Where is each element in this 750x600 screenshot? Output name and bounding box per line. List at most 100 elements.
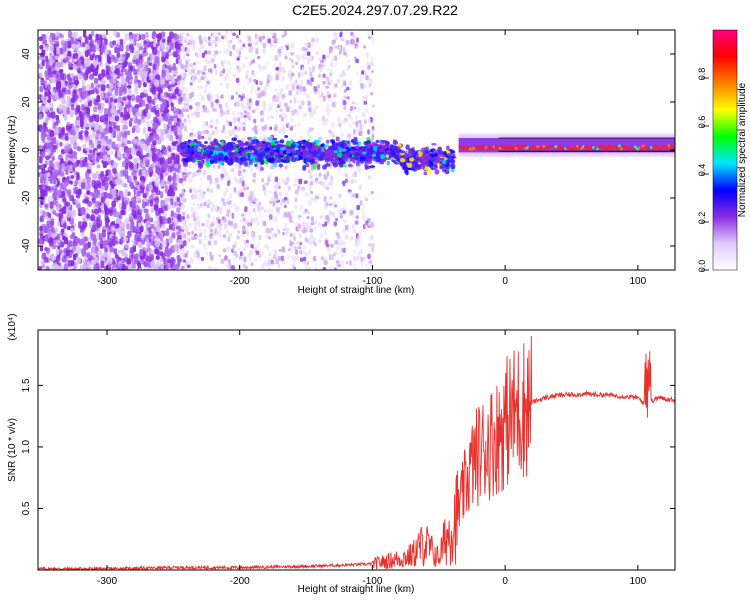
spectrogram-cell [39,44,44,50]
spectrogram-cell [306,210,311,215]
spectrogram-cell [351,101,356,105]
spectrogram-cell [267,268,271,270]
spectrogram-cell [207,96,211,101]
spectrogram-cell [140,141,145,149]
spectrogram-cell [290,51,294,56]
spectrogram-cell [326,171,330,177]
spectrogram-cell [177,75,182,81]
spectrogram-cell [332,56,336,61]
spectrogram-cell [368,83,372,88]
spectrogram-cell [334,45,338,49]
spectrogram-cell [277,53,281,59]
spectrogram-cell [231,248,234,253]
spectrogram-cell [50,107,54,112]
spectrogram-cell [232,32,236,37]
spectrogram-cell [243,108,247,114]
spectrogram-cell [52,145,57,153]
spectrogram-cell [307,169,311,174]
spectrogram-cell [100,185,105,192]
spectrogram-cell [238,256,243,260]
spectrogram-cell [285,85,289,91]
spectrogram-cell [268,214,273,220]
spectrogram-cell [200,43,203,50]
spectrogram-cell [80,182,86,190]
spectrogram-cell [277,229,281,234]
spectrogram-cell [45,265,50,270]
spectrogram-cell [125,265,129,270]
spectrogram-cell [144,64,149,72]
spectrogram-cell [70,104,75,111]
spectrogram-cell [248,257,252,262]
spectrogram-cell [236,34,239,39]
spectrogram-cell [180,168,183,174]
spectrogram-cell [50,264,55,270]
spectrogram-cell [216,205,220,211]
spectrogram-cell [93,264,97,270]
spectrogram-cell [227,40,231,44]
spectrogram-cell [290,210,294,216]
spectrogram-cell [120,209,126,216]
spectrogram-cell [96,241,100,247]
spectrogram-cell [86,176,91,185]
spectrogram-cell [434,169,440,175]
spectrogram-cell [121,66,125,73]
spectrogram-cell [237,169,242,176]
spectrogram-cell [142,127,146,135]
spectrogram-cell [122,96,127,101]
spectrogram-cell [52,137,57,144]
spectrogram-cell [165,93,170,98]
spectrogram-cell [118,190,124,199]
spectrogram-cell [129,269,132,270]
spectrogram-cell [361,208,365,214]
spectrogram-cell [280,255,285,261]
spectrogram-cell [281,94,285,100]
spectrogram-cell [94,71,98,77]
spectrogram-cell [84,36,89,44]
spectrogram-cell [204,84,208,89]
spectrogram-cell [257,92,261,99]
spectrogram-cell [208,175,212,181]
spectrogram-cell [172,177,177,182]
spectrogram-cell [91,53,96,58]
spectrogram-cell [167,204,172,210]
spectrogram-cell [242,126,246,132]
spectrogram-cell [62,231,68,237]
spectrogram-cell [85,207,90,213]
spectrogram-cell [181,210,185,214]
spectrogram-cell [358,184,362,191]
spectrogram-cell [44,95,49,101]
spectrogram-cell [196,85,200,90]
spectrogram-cell [303,112,307,118]
spectrogram-cell [306,42,310,47]
spectrogram-cell [262,100,266,107]
spectrogram-cell [203,64,207,71]
spectrogram-cell [151,32,156,40]
spectrogram-cell [353,106,357,110]
spectrogram-cell [322,73,326,79]
spectrogram-cell [369,56,374,62]
spectrogram-cell [297,71,301,78]
spectrogram-cell [353,228,356,234]
spectrogram-cell [284,232,289,236]
spectrogram-cell [344,42,348,48]
spectrogram-cell [159,233,163,239]
spectrogram-cell [303,245,307,249]
spectrogram-cell [129,181,134,189]
spectrogram-cell [308,106,312,113]
spectrogram-cell [237,126,242,132]
spectrogram-cell [106,168,112,175]
spectrogram-cell [183,118,187,123]
spectrogram-cell [171,141,177,146]
spectrogram-cell [351,39,355,45]
spectrogram-cell [40,79,46,85]
spectrogram-cell [68,77,73,85]
spectrogram-cell [180,204,184,210]
spectrogram-cell [155,73,160,81]
spectrogram-cell [163,123,167,131]
spectrogram-cell [161,69,166,78]
spectrogram-cell [338,123,342,127]
spectrogram-cell [123,168,129,177]
spectrogram-cell [117,102,123,107]
spectrogram-cell [119,263,123,268]
spectrogram-cell [143,93,149,98]
